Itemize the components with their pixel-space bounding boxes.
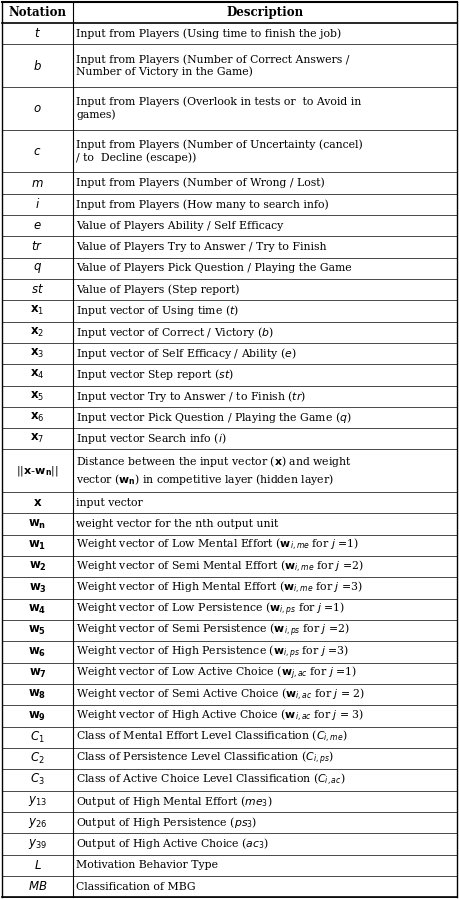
Text: $C_1$: $C_1$ bbox=[30, 730, 45, 745]
Text: $\mathbf{x}_6$: $\mathbf{x}_6$ bbox=[30, 411, 45, 424]
Text: Notation: Notation bbox=[9, 6, 67, 19]
Text: $\mathbf{w_8}$: $\mathbf{w_8}$ bbox=[28, 688, 47, 701]
Text: Output of High Persistence ($ps_3$): Output of High Persistence ($ps_3$) bbox=[76, 815, 257, 830]
Text: Motivation Behavior Type: Motivation Behavior Type bbox=[76, 860, 218, 870]
Text: Input vector of Correct / Victory ($b$): Input vector of Correct / Victory ($b$) bbox=[76, 325, 274, 340]
Text: Input from Players (Number of Uncertainty (cancel)
/ to  Decline (escape)): Input from Players (Number of Uncertaint… bbox=[76, 139, 363, 163]
Text: Input vector of Using time ($t$): Input vector of Using time ($t$) bbox=[76, 304, 239, 318]
Text: $i$: $i$ bbox=[35, 197, 40, 211]
Text: Description: Description bbox=[226, 6, 303, 19]
Text: Input vector of Self Efficacy / Ability ($e$): Input vector of Self Efficacy / Ability … bbox=[76, 346, 297, 361]
Text: Weight vector of Low Mental Effort ($\mathbf{w}_{i,me}$ for $j$ =1): Weight vector of Low Mental Effort ($\ma… bbox=[76, 538, 359, 554]
Text: $\mathbf{w_6}$: $\mathbf{w_6}$ bbox=[28, 645, 47, 659]
Text: Weight vector of Semi Active Choice ($\mathbf{w}_{i,ac}$ for $j$ = 2): Weight vector of Semi Active Choice ($\m… bbox=[76, 687, 365, 703]
Text: $\mathbf{x}$: $\mathbf{x}$ bbox=[33, 496, 42, 510]
Text: $\mathbf{w_4}$: $\mathbf{w_4}$ bbox=[28, 603, 47, 616]
Text: $y_{26}$: $y_{26}$ bbox=[28, 815, 47, 830]
Text: Weight vector of High Mental Effort ($\mathbf{w}_{i,me}$ for $j$ =3): Weight vector of High Mental Effort ($\m… bbox=[76, 580, 363, 596]
Text: Input from Players (Overlook in tests or  to Avoid in
games): Input from Players (Overlook in tests or… bbox=[76, 97, 362, 120]
Text: $\mathbf{w_5}$: $\mathbf{w_5}$ bbox=[28, 624, 46, 637]
Text: $C_3$: $C_3$ bbox=[30, 772, 45, 788]
Text: Input vector Pick Question / Playing the Game ($q$): Input vector Pick Question / Playing the… bbox=[76, 410, 352, 425]
Text: $st$: $st$ bbox=[31, 283, 44, 296]
Text: $\mathbf{x}_7$: $\mathbf{x}_7$ bbox=[30, 432, 45, 445]
Text: $\mathbf{w_1}$: $\mathbf{w_1}$ bbox=[28, 539, 47, 552]
Text: Output of High Mental Effort ($me_3$): Output of High Mental Effort ($me_3$) bbox=[76, 794, 273, 809]
Text: $C_2$: $C_2$ bbox=[30, 751, 45, 766]
Text: $\mathbf{x}_2$: $\mathbf{x}_2$ bbox=[30, 325, 45, 339]
Text: $\mathbf{x}_1$: $\mathbf{x}_1$ bbox=[30, 305, 45, 317]
Text: $\mathbf{w_3}$: $\mathbf{w_3}$ bbox=[28, 582, 46, 594]
Text: $tr$: $tr$ bbox=[32, 240, 44, 254]
Text: $\mathbf{w_n}$: $\mathbf{w_n}$ bbox=[28, 518, 47, 530]
Text: $q$: $q$ bbox=[33, 262, 42, 275]
Text: $t$: $t$ bbox=[34, 27, 41, 40]
Text: Output of High Active Choice ($ac_3$): Output of High Active Choice ($ac_3$) bbox=[76, 836, 269, 851]
Text: Classification of MBG: Classification of MBG bbox=[76, 882, 196, 892]
Text: $\mathbf{x}_4$: $\mathbf{x}_4$ bbox=[30, 369, 45, 381]
Text: $L$: $L$ bbox=[34, 859, 41, 872]
Text: $\mathbf{w_9}$: $\mathbf{w_9}$ bbox=[28, 709, 46, 723]
Text: Input from Players (Number of Wrong / Lost): Input from Players (Number of Wrong / Lo… bbox=[76, 178, 325, 188]
Text: Class of Active Choice Level Classification ($C_{i,ac}$): Class of Active Choice Level Classificat… bbox=[76, 772, 346, 788]
Text: Value of Players Ability / Self Efficacy: Value of Players Ability / Self Efficacy bbox=[76, 220, 284, 231]
Text: $\mathbf{x}_5$: $\mathbf{x}_5$ bbox=[30, 389, 45, 403]
Text: Input vector Step report ($st$): Input vector Step report ($st$) bbox=[76, 368, 234, 382]
Text: $b$: $b$ bbox=[33, 58, 42, 73]
Text: Class of Persistence Level Classification ($C_{i,ps}$): Class of Persistence Level Classificatio… bbox=[76, 750, 334, 768]
Text: input vector: input vector bbox=[76, 498, 143, 508]
Text: Distance between the input vector ($\mathbf{x}$) and weight
vector ($\mathbf{w_n: Distance between the input vector ($\mat… bbox=[76, 454, 353, 487]
Text: Input from Players (Using time to finish the job): Input from Players (Using time to finish… bbox=[76, 29, 341, 39]
Text: Weight vector of High Persistence ($\mathbf{w}_{i,ps}$ for $j$ =3): Weight vector of High Persistence ($\mat… bbox=[76, 644, 349, 661]
Text: $y_{13}$: $y_{13}$ bbox=[28, 794, 47, 808]
Text: Input vector Try to Answer / to Finish ($tr$): Input vector Try to Answer / to Finish (… bbox=[76, 388, 307, 404]
Text: $e$: $e$ bbox=[33, 219, 42, 232]
Text: Weight vector of Semi Persistence ($\mathbf{w}_{i,ps}$ for $j$ =2): Weight vector of Semi Persistence ($\mat… bbox=[76, 622, 350, 639]
Text: Weight vector of Low Persistence ($\mathbf{w}_{i,ps}$ for $j$ =1): Weight vector of Low Persistence ($\math… bbox=[76, 601, 346, 619]
Text: $o$: $o$ bbox=[33, 102, 42, 115]
Text: Input vector Search info ($i$): Input vector Search info ($i$) bbox=[76, 432, 227, 446]
Text: Class of Mental Effort Level Classification ($C_{i,me}$): Class of Mental Effort Level Classificat… bbox=[76, 729, 348, 745]
Text: Input from Players (Number of Correct Answers /
Number of Victory in the Game): Input from Players (Number of Correct An… bbox=[76, 54, 350, 77]
Text: Input from Players (How many to search info): Input from Players (How many to search i… bbox=[76, 199, 329, 209]
Text: weight vector for the nth output unit: weight vector for the nth output unit bbox=[76, 519, 279, 530]
Text: Value of Players (Step report): Value of Players (Step report) bbox=[76, 284, 240, 295]
Text: $\mathbf{x}_3$: $\mathbf{x}_3$ bbox=[30, 347, 45, 360]
Text: Value of Players Try to Answer / Try to Finish: Value of Players Try to Answer / Try to … bbox=[76, 242, 327, 252]
Text: $m$: $m$ bbox=[31, 176, 44, 190]
Text: Weight vector of Low Active Choice ($\mathbf{w}_{j,ac}$ for $j$ =1): Weight vector of Low Active Choice ($\ma… bbox=[76, 664, 358, 682]
Text: $\mathbf{w_2}$: $\mathbf{w_2}$ bbox=[28, 560, 46, 574]
Text: Weight vector of Semi Mental Effort ($\mathbf{w}_{i,me}$ for $j$ =2): Weight vector of Semi Mental Effort ($\m… bbox=[76, 558, 364, 574]
Text: Value of Players Pick Question / Playing the Game: Value of Players Pick Question / Playing… bbox=[76, 263, 352, 273]
Text: Weight vector of High Active Choice ($\mathbf{w}_{i,ac}$ for $j$ = 3): Weight vector of High Active Choice ($\m… bbox=[76, 708, 365, 724]
Text: $c$: $c$ bbox=[34, 145, 42, 157]
Text: $MB$: $MB$ bbox=[28, 880, 47, 893]
Text: $y_{39}$: $y_{39}$ bbox=[28, 837, 47, 851]
Text: $\mathbf{w_7}$: $\mathbf{w_7}$ bbox=[28, 667, 46, 680]
Text: $||\mathbf{x}\text{-}\mathbf{w_n}||$: $||\mathbf{x}\text{-}\mathbf{w_n}||$ bbox=[16, 464, 59, 478]
